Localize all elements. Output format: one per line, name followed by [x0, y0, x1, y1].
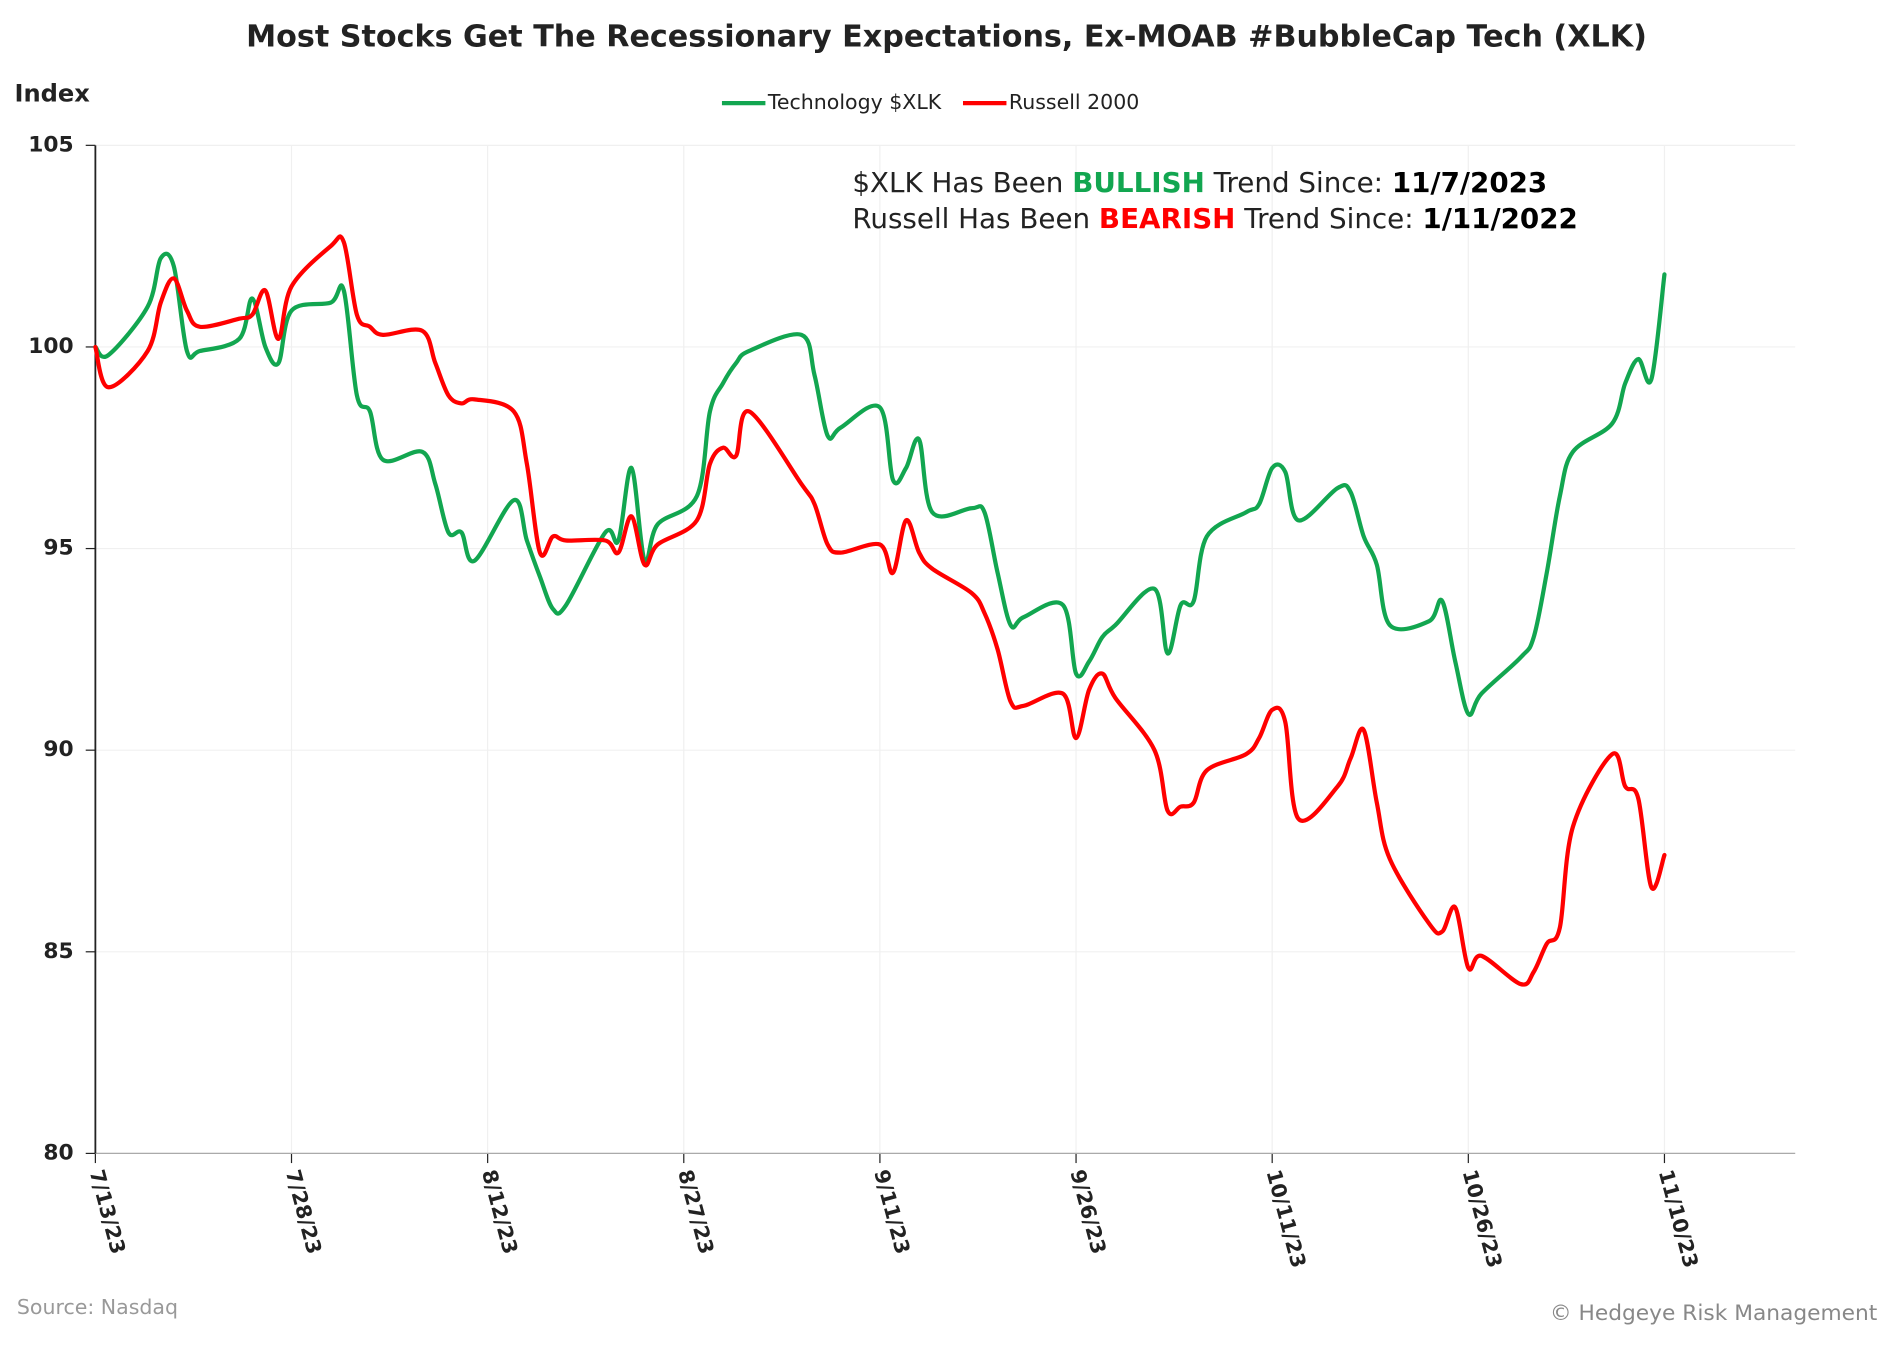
source: Source: Nasdaq	[17, 1295, 178, 1319]
annotation-part: Russell Has Been	[852, 202, 1099, 235]
annotation: $XLK Has Been BULLISH Trend Since: 11/7/…	[852, 166, 1547, 199]
annotation-part: Trend Since:	[1205, 166, 1392, 199]
annotation-part: $XLK Has Been	[852, 166, 1072, 199]
annotation-part: 1/11/2022	[1422, 202, 1577, 235]
x-tick-label: 8/27/23	[673, 1167, 719, 1257]
y-tick-label: 95	[43, 536, 73, 561]
y-tick-label: 90	[43, 737, 73, 762]
y-axis-label: Index	[14, 80, 90, 108]
credit: © Hedgeye Risk Management	[1550, 1301, 1877, 1326]
series-line	[93, 251, 1667, 718]
annotation-part: Trend Since:	[1235, 202, 1422, 235]
y-tick-label: 100	[28, 334, 73, 359]
x-tick-label: 10/11/23	[1262, 1167, 1311, 1270]
x-tick-label: 7/28/23	[281, 1167, 327, 1257]
y-tick-label: 80	[43, 1140, 73, 1165]
annotation-part: BEARISH	[1099, 202, 1236, 235]
x-tick-label: 10/26/23	[1458, 1167, 1507, 1270]
y-tick-label: 105	[28, 132, 73, 157]
series-line	[93, 234, 1667, 987]
x-tick-label: 9/26/23	[1065, 1167, 1111, 1257]
annotation-part: BULLISH	[1072, 166, 1205, 199]
legend-label: Russell 2000	[1009, 90, 1139, 114]
x-tick-label: 9/11/23	[869, 1167, 915, 1257]
chart-title: Most Stocks Get The Recessionary Expecta…	[246, 19, 1647, 54]
legend-label: Technology $XLK	[767, 90, 942, 114]
x-tick-label: 11/10/23	[1654, 1167, 1703, 1270]
annotation: Russell Has Been BEARISH Trend Since: 1/…	[852, 202, 1578, 235]
x-tick-label: 7/13/23	[85, 1167, 131, 1257]
annotation-part: 11/7/2023	[1392, 166, 1547, 199]
x-tick-label: 8/12/23	[477, 1167, 523, 1257]
y-tick-label: 85	[43, 939, 73, 964]
